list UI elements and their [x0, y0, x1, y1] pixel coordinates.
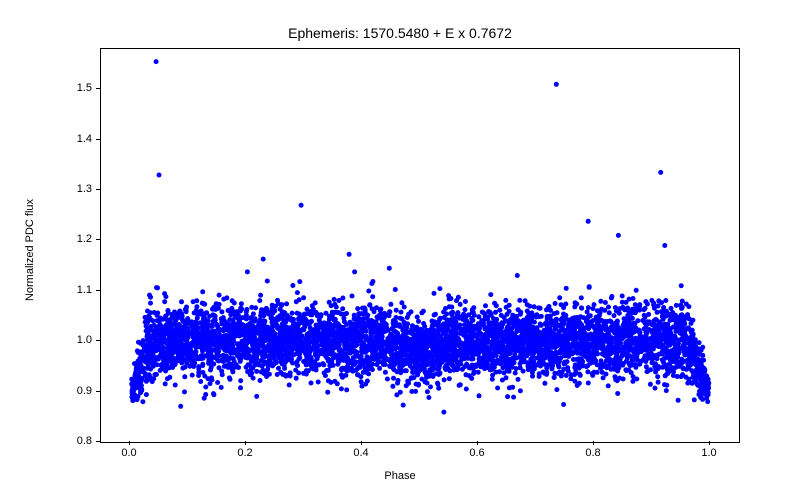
y-tick-label: 0.8 — [77, 435, 92, 447]
y-axis-label: Normalized PDC flux — [24, 199, 36, 301]
x-axis-label: Phase — [384, 470, 415, 482]
y-tick — [96, 189, 100, 190]
x-tick-label: 0.4 — [353, 447, 368, 459]
x-tick-label: 0.6 — [469, 447, 484, 459]
y-tick-label: 1.5 — [77, 82, 92, 94]
scatter-plot — [101, 49, 739, 442]
x-tick — [477, 441, 478, 445]
y-tick — [96, 290, 100, 291]
x-tick-label: 1.0 — [701, 447, 716, 459]
y-tick-label: 0.9 — [77, 385, 92, 397]
y-tick — [96, 441, 100, 442]
figure: Ephemeris: 1570.5480 + E x 0.7672 Normal… — [0, 0, 800, 500]
y-tick-label: 1.0 — [77, 334, 92, 346]
y-tick — [96, 88, 100, 89]
x-tick-label: 0.8 — [585, 447, 600, 459]
y-tick-label: 1.1 — [77, 284, 92, 296]
x-tick — [361, 441, 362, 445]
y-tick — [96, 340, 100, 341]
y-tick-label: 1.2 — [77, 233, 92, 245]
x-tick — [593, 441, 594, 445]
x-tick — [709, 441, 710, 445]
y-tick-label: 1.4 — [77, 133, 92, 145]
y-tick-label: 1.3 — [77, 183, 92, 195]
x-tick — [129, 441, 130, 445]
y-tick — [96, 239, 100, 240]
y-tick — [96, 391, 100, 392]
plot-area — [100, 48, 740, 443]
x-tick-label: 0.0 — [121, 447, 136, 459]
x-tick — [245, 441, 246, 445]
y-tick — [96, 139, 100, 140]
x-tick-label: 0.2 — [237, 447, 252, 459]
chart-title: Ephemeris: 1570.5480 + E x 0.7672 — [288, 25, 512, 41]
